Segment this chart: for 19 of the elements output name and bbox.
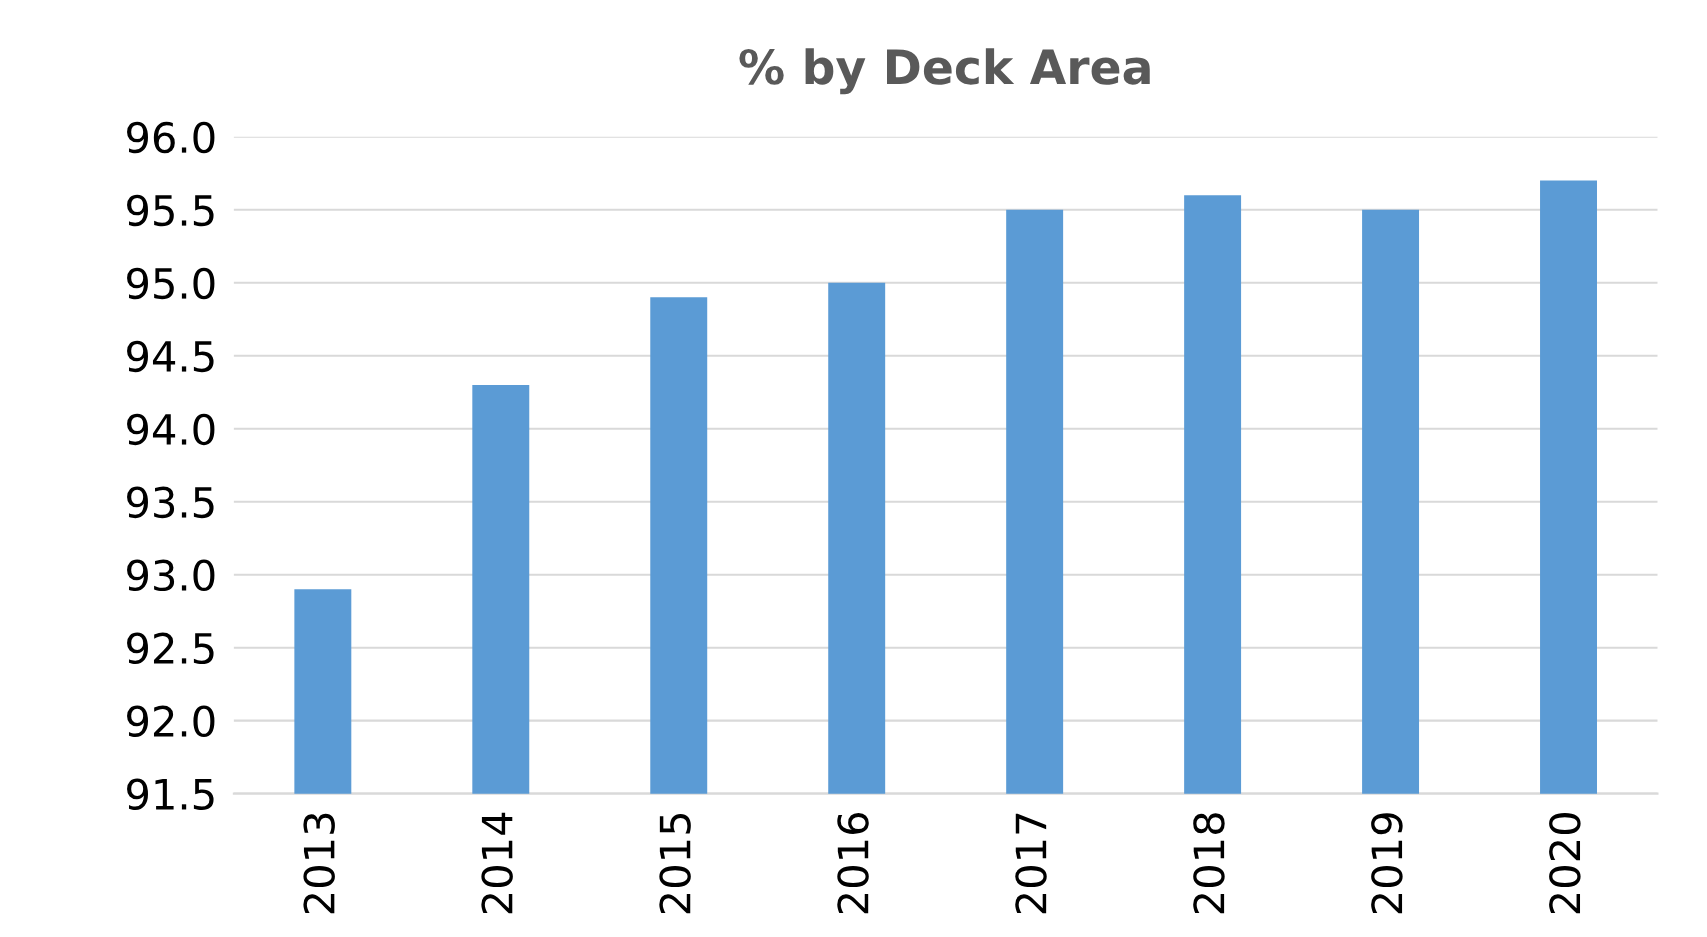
y-tick-label: 94.5 (127, 340, 214, 373)
x-tick-label: 2017 (1015, 813, 1047, 914)
y-tick-label: 92.0 (127, 705, 215, 738)
y-tick-label: 95.0 (127, 267, 215, 300)
y-tick-label: 95.5 (127, 194, 214, 227)
x-tick-label: 2015 (659, 813, 691, 914)
x-tick-label: 2014 (481, 812, 513, 914)
y-tick-label: 91.5 (127, 778, 214, 811)
chart-title: % by Deck Area (739, 48, 1150, 95)
y-tick-label: 93.0 (127, 559, 215, 592)
x-tick-label: 2019 (1371, 813, 1403, 914)
x-tick-label: 2013 (303, 813, 335, 914)
y-tick-label: 92.5 (127, 632, 214, 665)
x-tick-label: 2018 (1193, 813, 1225, 914)
y-tick-label: 94.0 (127, 413, 215, 446)
y-tick-label: 93.5 (127, 486, 214, 519)
x-tick-label: 2020 (1549, 813, 1581, 914)
y-tick-label: 96.0 (127, 121, 215, 154)
x-tick-label: 2016 (837, 812, 869, 914)
